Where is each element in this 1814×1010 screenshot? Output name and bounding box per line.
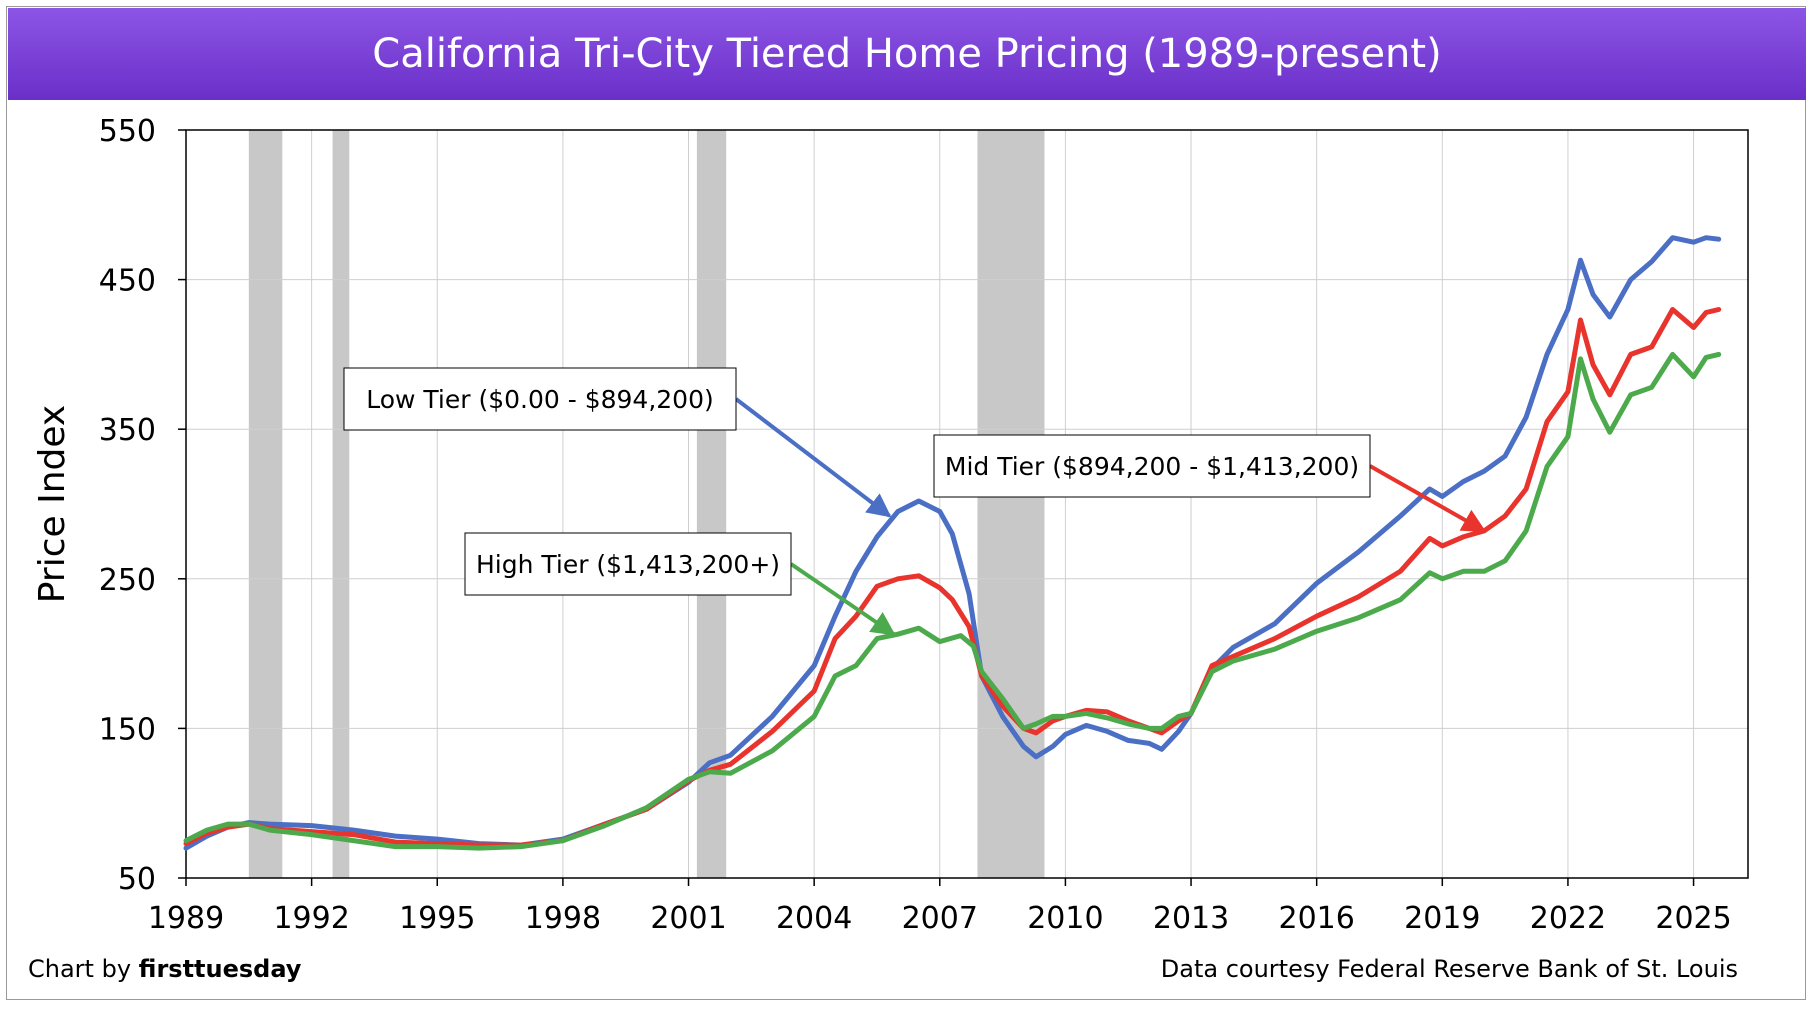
recession-bands — [248, 130, 1045, 878]
credit-brand: firsttuesday — [138, 955, 302, 983]
recession-band — [332, 130, 350, 878]
x-tick-label: 2004 — [776, 901, 852, 936]
x-tick-label: 2025 — [1655, 901, 1731, 936]
x-tick-label: 2019 — [1404, 901, 1480, 936]
callout-label-high: High Tier ($1,413,200+) — [476, 550, 780, 579]
x-tick-label: 1989 — [148, 901, 224, 936]
x-tick-label: 2013 — [1153, 901, 1229, 936]
x-tick-label: 2001 — [650, 901, 726, 936]
y-tick-label: 250 — [99, 563, 156, 598]
x-tick-label: 2016 — [1278, 901, 1354, 936]
y-tick-label: 150 — [99, 712, 156, 747]
callout-box-high — [464, 532, 792, 596]
series-lines — [183, 235, 1722, 851]
y-tick-label: 450 — [99, 264, 156, 299]
chart-title: California Tri-City Tiered Home Pricing … — [8, 8, 1806, 100]
callout-arrow-high — [789, 562, 896, 636]
x-tick-label: 2010 — [1027, 901, 1103, 936]
credit-prefix: Chart by — [28, 955, 139, 983]
plot-area — [185, 129, 1749, 879]
series-line-low — [183, 235, 1722, 851]
callout-arrow-low — [734, 397, 892, 518]
series-line-high — [183, 351, 1722, 851]
x-tick-label: 1995 — [399, 901, 475, 936]
axes: 50 150 250 350 450 550 1989 1992 1995 1998 2001 200… — [99, 114, 1732, 936]
y-tick-label: 50 — [118, 862, 156, 897]
callouts: Low Tier ($0.00 - $894,200) Mid Tier ($89… — [343, 367, 1487, 636]
callout-box-low — [343, 367, 737, 431]
x-tick-label: 1992 — [273, 901, 349, 936]
recession-band — [977, 130, 1045, 878]
callout-label-mid: Mid Tier ($894,200 - $1,413,200) — [945, 452, 1359, 481]
callout-arrow-mid — [1369, 464, 1487, 533]
callout-label-low: Low Tier ($0.00 - $894,200) — [366, 385, 714, 414]
chart-credit: Chart by firsttuesday — [28, 955, 301, 983]
data-source: Data courtesy Federal Reserve Bank of St… — [1160, 955, 1738, 983]
recession-band — [248, 130, 283, 878]
y-tick-label: 550 — [99, 114, 156, 149]
x-tick-label: 1998 — [525, 901, 601, 936]
y-axis-title: Price Index — [32, 405, 73, 603]
y-tick-label: 350 — [99, 413, 156, 448]
x-tick-label: 2007 — [902, 901, 978, 936]
x-tick-label: 2022 — [1530, 901, 1606, 936]
callout-box-mid — [933, 434, 1371, 498]
recession-band — [696, 130, 727, 878]
